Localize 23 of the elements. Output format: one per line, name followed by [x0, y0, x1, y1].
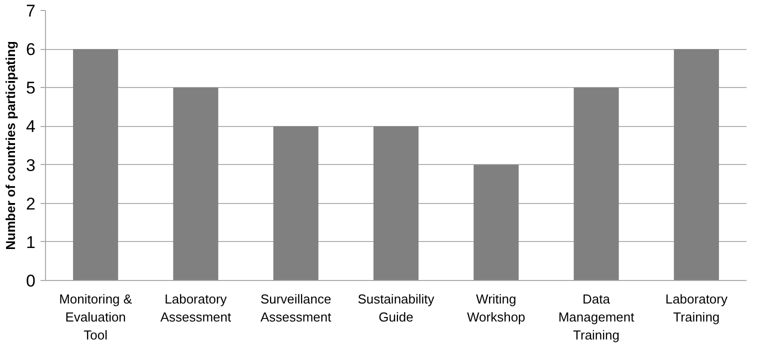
y-tick-label: 0	[26, 272, 36, 290]
bar	[373, 126, 419, 280]
x-tick-label: Surveillance Assessment	[260, 292, 332, 324]
x-tick-label: Sustainability Guide	[358, 292, 435, 324]
bar	[73, 49, 118, 280]
y-tick-label: 5	[26, 78, 36, 98]
bar	[474, 164, 519, 280]
x-tick-label: Monitoring & Evaluation Tool	[59, 292, 132, 342]
bar	[173, 88, 218, 280]
x-tick-label: Laboratory Training	[665, 292, 728, 324]
bar	[674, 49, 719, 280]
y-tick-label: 1	[26, 232, 36, 252]
y-tick-label: 7	[26, 2, 36, 20]
x-tick-label: Data Management Training	[558, 292, 635, 342]
y-tick-label: 3	[26, 156, 36, 175]
bar	[273, 126, 318, 280]
y-tick-label: 6	[26, 40, 36, 60]
x-tick-label: Laboratory Assessment	[160, 292, 232, 324]
bar	[574, 88, 619, 280]
y-tick-label: 4	[26, 117, 36, 136]
y-axis-title: Number of countries participating	[3, 41, 18, 250]
x-tick-label: Writing Workshop	[467, 292, 526, 324]
y-tick-label: 2	[26, 194, 36, 214]
